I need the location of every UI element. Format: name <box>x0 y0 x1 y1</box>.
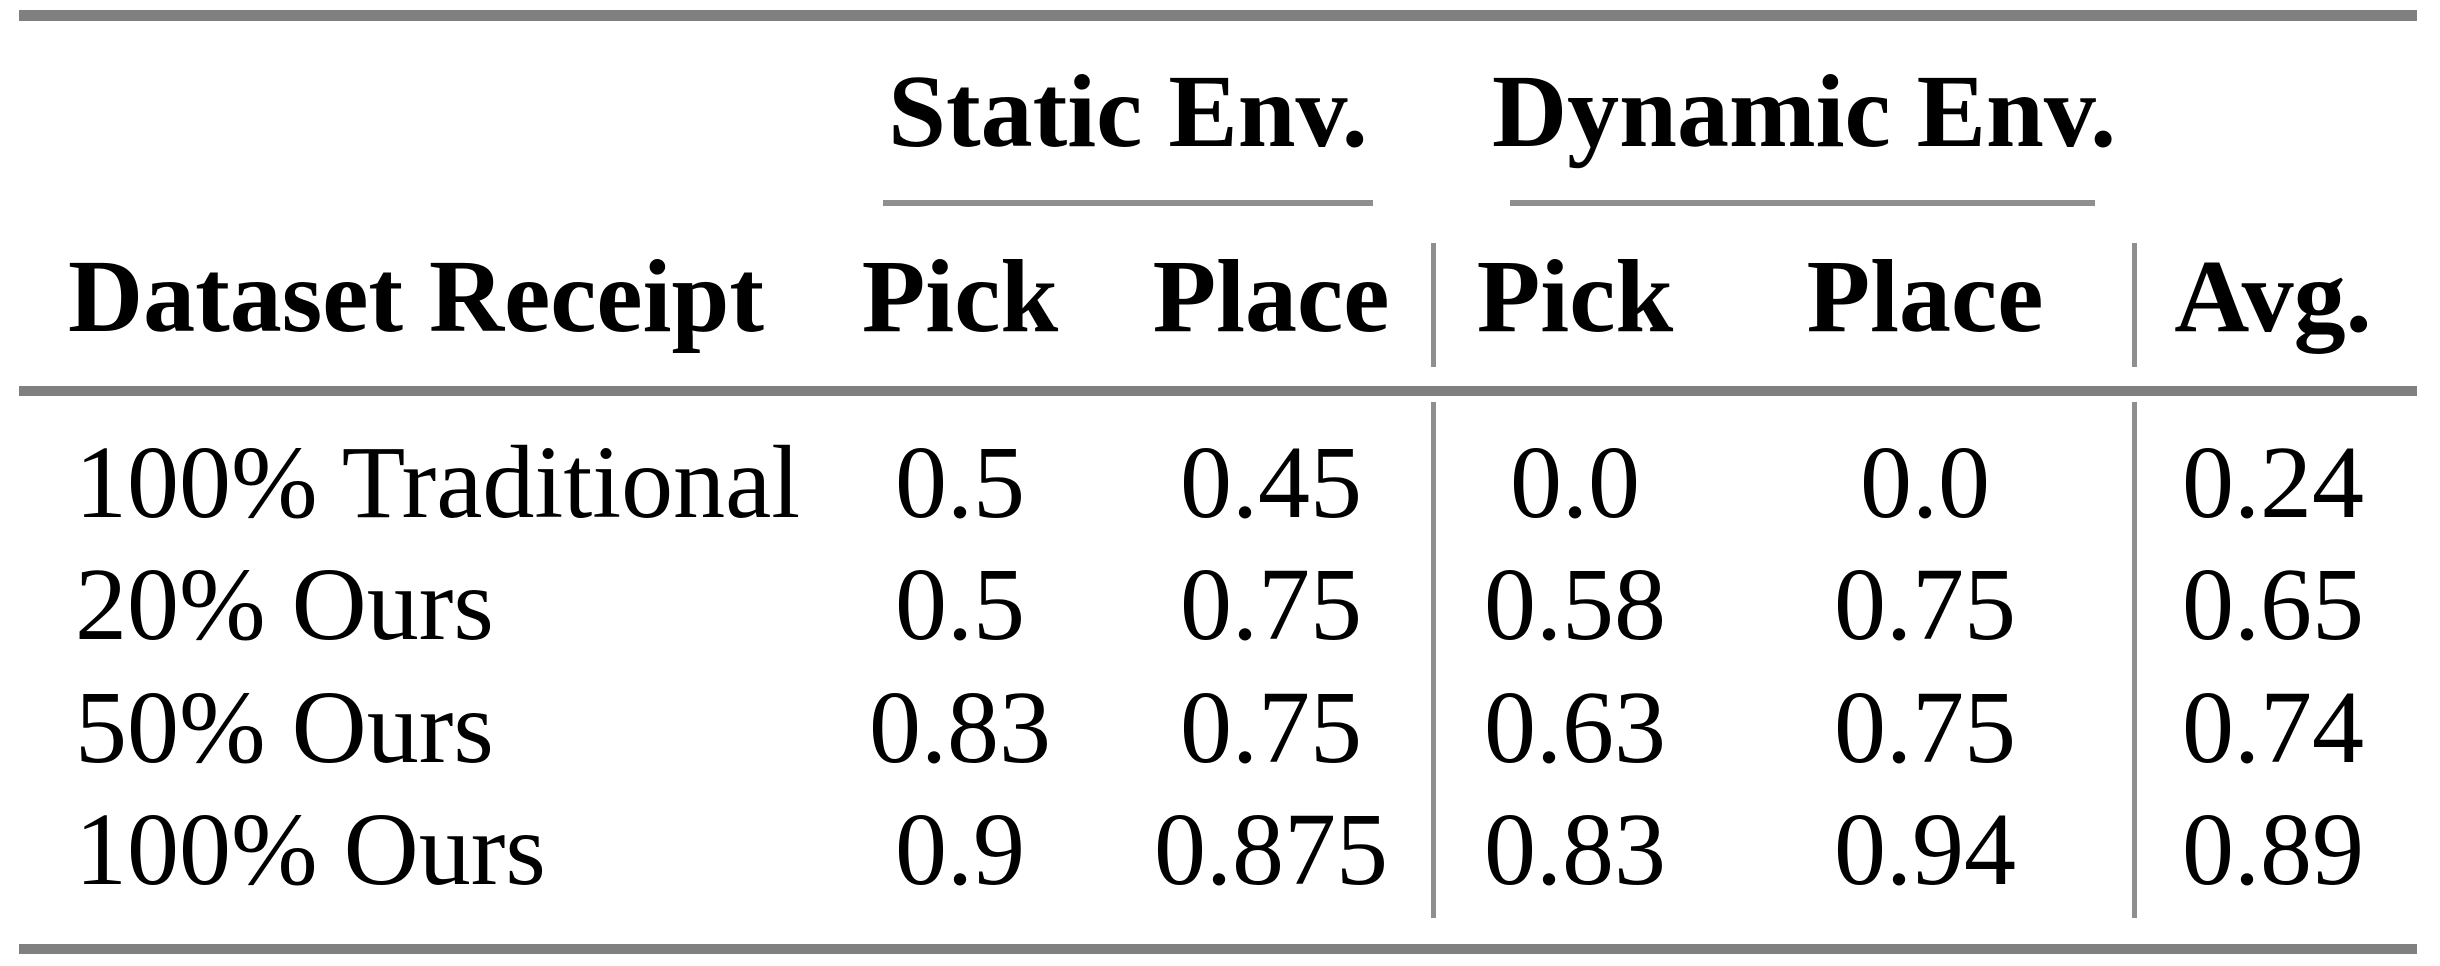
static-env-cmidrule <box>883 200 1373 206</box>
cell-static-place: 0.875 <box>1154 792 1388 907</box>
row-label: 20% Ours <box>75 547 494 662</box>
vertical-rule-static-dynamic-header <box>1431 243 1436 367</box>
column-header-dynamic-place: Place <box>1806 239 2044 354</box>
cell-dynamic-place: 0.94 <box>1834 792 2016 907</box>
cell-dynamic-pick: 0.58 <box>1484 547 1666 662</box>
column-header-static-pick: Pick <box>861 239 1059 354</box>
cell-dynamic-place: 0.75 <box>1834 670 2016 785</box>
vertical-rule-static-dynamic-body <box>1431 402 1436 918</box>
top-rule <box>19 10 2417 21</box>
cell-dynamic-pick: 0.0 <box>1510 425 1640 540</box>
static-env-group-header: Static Env. <box>888 54 1368 169</box>
vertical-rule-dynamic-avg-header <box>2132 243 2137 367</box>
column-header-dynamic-pick: Pick <box>1476 239 1674 354</box>
cell-avg: 0.74 <box>2182 670 2364 785</box>
column-header-dataset-receipt: Dataset Receipt <box>68 239 764 354</box>
column-header-avg: Avg. <box>2174 239 2372 354</box>
cell-avg: 0.65 <box>2182 547 2364 662</box>
dynamic-env-cmidrule <box>1510 200 2095 206</box>
cell-static-pick: 0.5 <box>895 425 1025 540</box>
dynamic-env-group-header: Dynamic Env. <box>1492 54 2117 169</box>
cell-static-place: 0.75 <box>1180 670 1362 785</box>
cell-avg: 0.89 <box>2182 792 2364 907</box>
cell-static-pick: 0.5 <box>895 547 1025 662</box>
vertical-rule-dynamic-avg-body <box>2132 402 2137 918</box>
cell-avg: 0.24 <box>2182 425 2364 540</box>
row-label: 100% Ours <box>75 792 546 907</box>
header-midrule <box>19 386 2417 396</box>
row-label: 100% Traditional <box>75 425 801 540</box>
column-header-static-place: Place <box>1152 239 1390 354</box>
row-label: 50% Ours <box>75 670 494 785</box>
cell-static-place: 0.45 <box>1180 425 1362 540</box>
cell-dynamic-pick: 0.83 <box>1484 792 1666 907</box>
cell-dynamic-place: 0.75 <box>1834 547 2016 662</box>
cell-static-pick: 0.9 <box>895 792 1025 907</box>
cell-dynamic-place: 0.0 <box>1860 425 1990 540</box>
bottom-rule <box>19 944 2417 954</box>
cell-dynamic-pick: 0.63 <box>1484 670 1666 785</box>
cell-static-place: 0.75 <box>1180 547 1362 662</box>
cell-static-pick: 0.83 <box>869 670 1051 785</box>
